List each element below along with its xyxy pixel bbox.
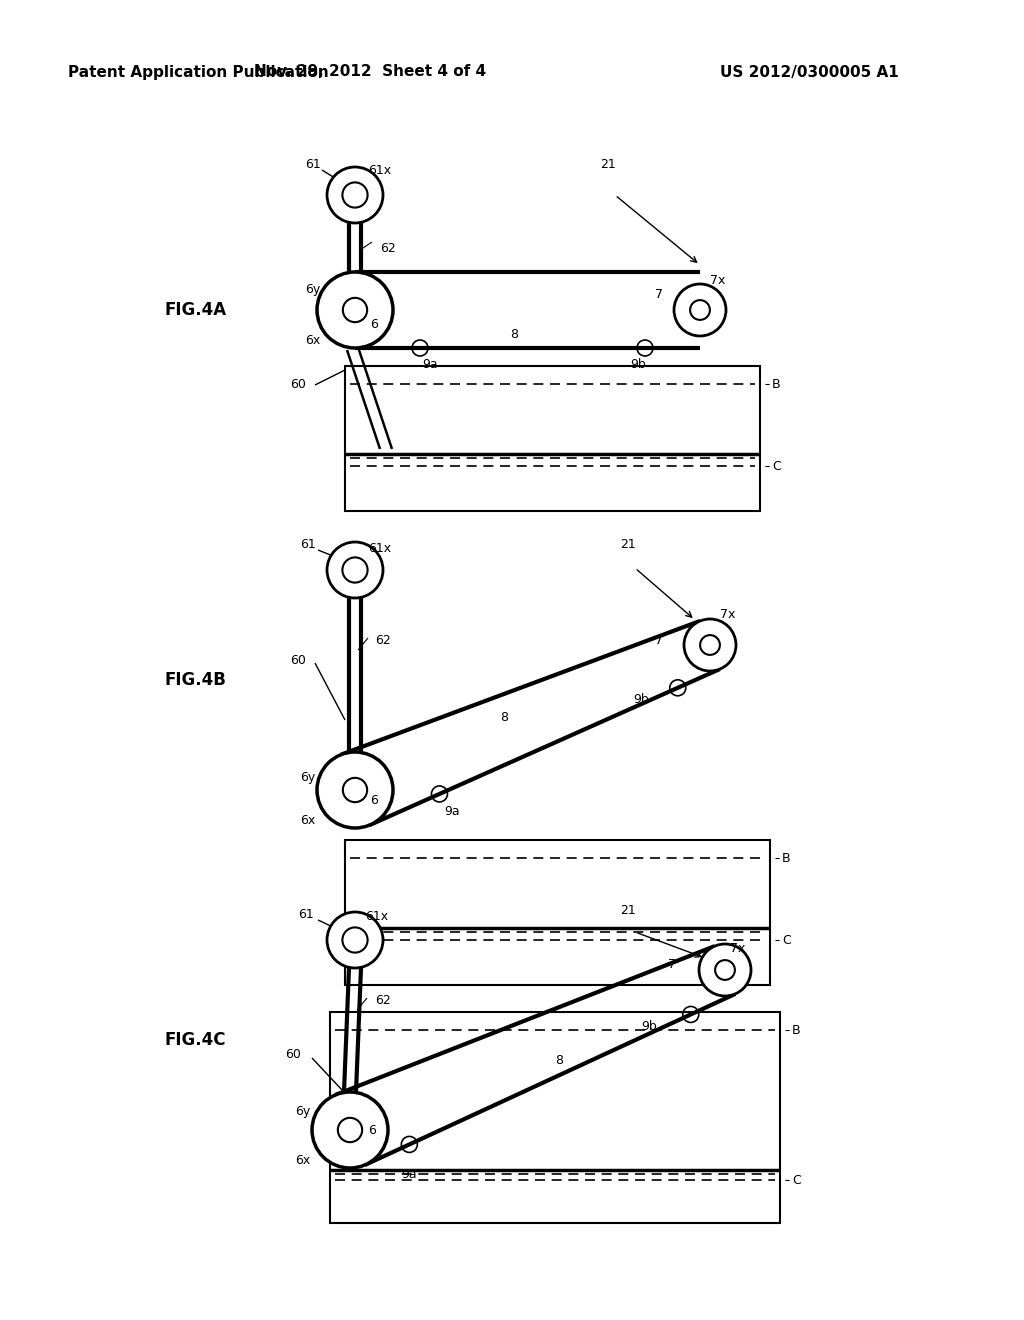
Text: 8: 8 <box>510 329 518 342</box>
Text: 7: 7 <box>655 289 663 301</box>
Circle shape <box>327 543 383 598</box>
Text: 62: 62 <box>375 634 391 647</box>
Text: FIG.4A: FIG.4A <box>165 301 227 319</box>
Bar <box>345 366 760 511</box>
Text: 61: 61 <box>300 539 315 552</box>
Text: 7x: 7x <box>720 609 735 622</box>
Text: 7x: 7x <box>730 941 745 954</box>
Text: 61: 61 <box>298 908 313 921</box>
Text: 6y: 6y <box>295 1106 310 1118</box>
Text: 9b: 9b <box>633 693 648 706</box>
Text: C: C <box>782 933 791 946</box>
Text: FIG.4C: FIG.4C <box>165 1031 226 1049</box>
Text: 62: 62 <box>375 994 391 1006</box>
Text: 61x: 61x <box>365 911 388 924</box>
Text: Patent Application Publication: Patent Application Publication <box>68 65 329 79</box>
Text: B: B <box>792 1023 801 1036</box>
Text: 6: 6 <box>370 318 378 331</box>
Text: 21: 21 <box>620 539 636 552</box>
Circle shape <box>327 912 383 968</box>
Text: C: C <box>792 1173 801 1187</box>
Circle shape <box>317 272 393 348</box>
Circle shape <box>327 168 383 223</box>
Text: 8: 8 <box>501 711 508 725</box>
Text: 6y: 6y <box>305 284 321 297</box>
Text: 6x: 6x <box>305 334 321 346</box>
Text: 6x: 6x <box>295 1154 310 1167</box>
Text: 7: 7 <box>655 634 663 647</box>
Text: 21: 21 <box>620 903 636 916</box>
Text: Nov. 29, 2012  Sheet 4 of 4: Nov. 29, 2012 Sheet 4 of 4 <box>254 65 486 79</box>
Text: 8: 8 <box>555 1055 563 1067</box>
Text: 6y: 6y <box>300 771 315 784</box>
Text: 6: 6 <box>370 793 378 807</box>
Text: C: C <box>772 459 780 473</box>
Text: 9a: 9a <box>401 1168 417 1181</box>
Circle shape <box>312 1092 388 1168</box>
Text: B: B <box>782 851 791 865</box>
Bar <box>330 1012 780 1224</box>
Text: 7x: 7x <box>710 273 725 286</box>
Circle shape <box>684 619 736 671</box>
Text: 21: 21 <box>600 158 615 172</box>
Text: B: B <box>772 378 780 391</box>
Text: 9b: 9b <box>630 359 646 371</box>
Bar <box>345 840 770 985</box>
Text: 60: 60 <box>290 379 306 392</box>
Text: 6: 6 <box>368 1123 376 1137</box>
Text: 9b: 9b <box>641 1020 656 1034</box>
Text: 9a: 9a <box>444 805 460 818</box>
Circle shape <box>674 284 726 337</box>
Text: 62: 62 <box>380 242 395 255</box>
Text: 6x: 6x <box>300 813 315 826</box>
Text: 60: 60 <box>285 1048 301 1061</box>
Text: 9a: 9a <box>422 359 437 371</box>
Text: 61x: 61x <box>368 164 391 177</box>
Circle shape <box>699 944 751 997</box>
Text: 60: 60 <box>290 653 306 667</box>
Text: 61: 61 <box>305 158 321 172</box>
Text: US 2012/0300005 A1: US 2012/0300005 A1 <box>720 65 899 79</box>
Text: 61x: 61x <box>368 541 391 554</box>
Circle shape <box>317 752 393 828</box>
Text: FIG.4B: FIG.4B <box>165 671 227 689</box>
Text: 7: 7 <box>668 958 676 972</box>
